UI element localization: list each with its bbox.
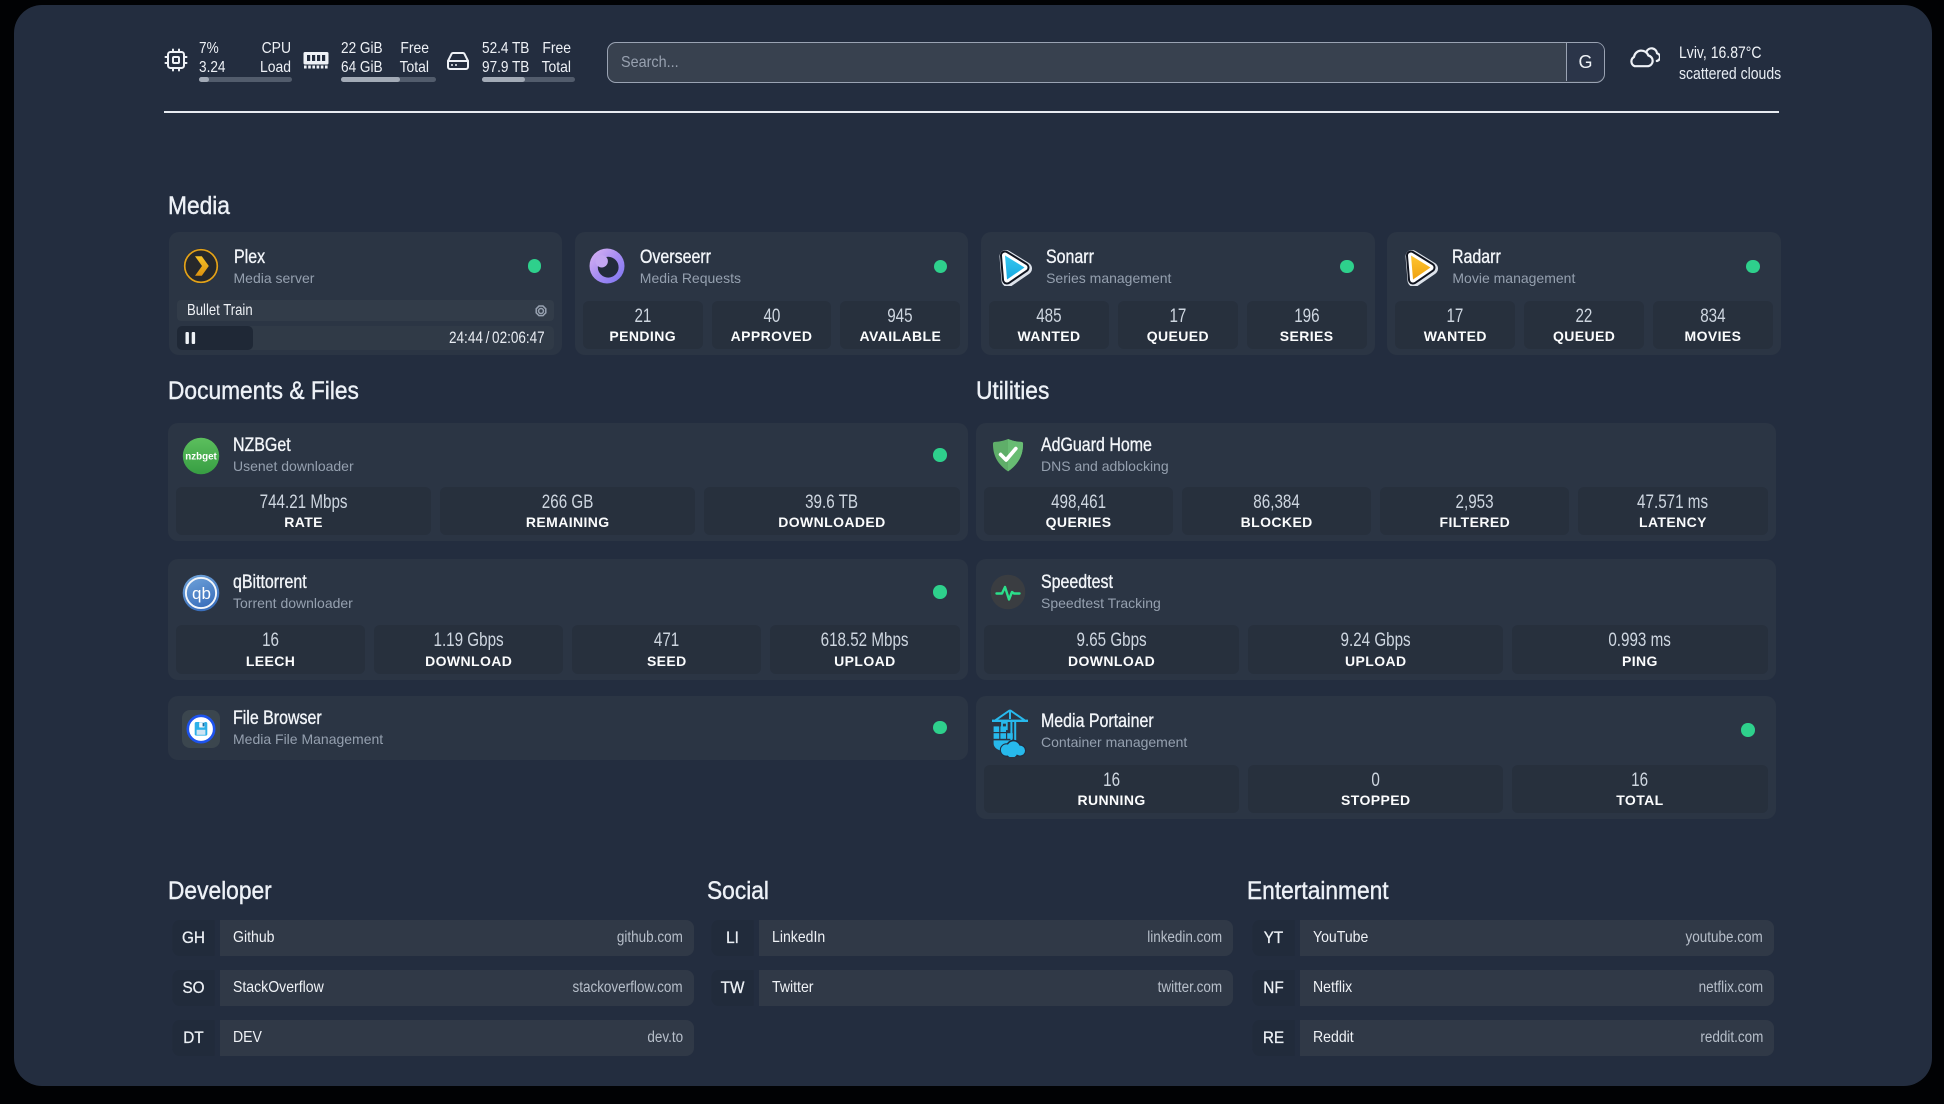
svg-text:nzbget: nzbget bbox=[185, 451, 217, 462]
svg-text:qb: qb bbox=[192, 584, 211, 603]
